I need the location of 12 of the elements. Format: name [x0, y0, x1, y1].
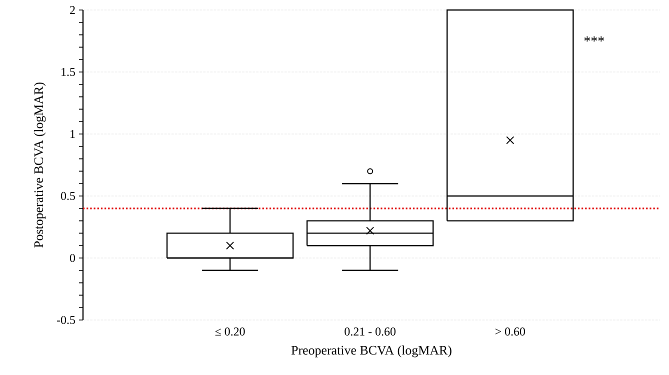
y-tick-label: 0.5: [60, 192, 76, 200]
y-axis-title: Postoperative BCVA (logMAR): [34, 82, 46, 248]
annotation: ***: [584, 36, 604, 42]
y-tick-label: 2: [70, 6, 75, 14]
x-tick-label: ≤ 0.20: [215, 328, 245, 336]
y-tick-label: 0: [70, 254, 76, 262]
x-tick-label: 0.21 - 0.60: [344, 328, 396, 336]
y-tick-label: 1.5: [62, 68, 76, 76]
x-axis-title: Preoperative BCVA (logMAR): [291, 346, 452, 358]
y-tick-label: 1: [70, 130, 75, 138]
y-tick-label: -0.5: [56, 316, 76, 324]
x-tick-label: > 0.60: [495, 328, 526, 336]
